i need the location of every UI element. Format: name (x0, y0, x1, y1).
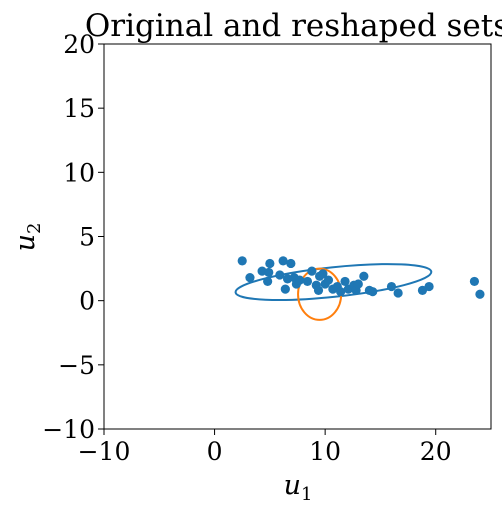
data-point (278, 256, 288, 266)
data-point (424, 281, 434, 292)
data-point (386, 281, 397, 292)
y-axis-ticks: −10 −5 0 5 10 15 20 (42, 30, 104, 444)
data-point (265, 258, 275, 269)
y-axis-label: u2 (10, 223, 45, 252)
data-point (368, 287, 378, 297)
data-point (286, 258, 296, 269)
data-points (237, 256, 485, 299)
original-set-ellipse (234, 263, 433, 301)
data-point (353, 279, 363, 289)
data-point (393, 288, 403, 298)
data-point (323, 275, 334, 285)
x-axis-label-main: u (284, 470, 301, 501)
x-axis-label-subscript: 1 (301, 484, 312, 505)
data-point (295, 275, 305, 285)
x-axis-ticks: −10 0 10 20 (78, 429, 452, 466)
x-tick-label: −10 (78, 437, 131, 466)
x-tick-label: 20 (420, 437, 452, 466)
y-axis-label-subscript: 2 (24, 223, 45, 234)
y-tick-label: −5 (58, 351, 95, 380)
chart-title: Original and reshaped sets (85, 8, 502, 44)
data-point (237, 256, 247, 266)
y-tick-label: −10 (42, 415, 95, 444)
data-point (469, 276, 480, 287)
data-point (318, 269, 328, 279)
data-point (302, 276, 313, 287)
data-point (417, 285, 428, 295)
data-point (336, 287, 346, 297)
data-point (340, 276, 350, 287)
data-point (280, 284, 290, 294)
data-point (264, 267, 274, 278)
y-tick-label: 15 (63, 94, 95, 123)
y-tick-label: 10 (63, 158, 95, 187)
x-tick-label: 10 (309, 437, 341, 466)
data-point (307, 266, 317, 276)
data-point (359, 271, 369, 281)
data-point (245, 272, 255, 283)
y-tick-label: 20 (63, 30, 95, 59)
plot-area (103, 43, 492, 430)
y-axis-label-main: u (10, 234, 41, 251)
y-tick-label: 0 (79, 287, 95, 316)
data-point (263, 276, 273, 287)
data-point (275, 270, 285, 280)
x-tick-label: 0 (207, 437, 223, 466)
y-tick-label: 5 (79, 223, 95, 252)
x-axis-label: u1 (284, 470, 313, 505)
data-point (475, 289, 485, 299)
data-point (313, 285, 324, 295)
